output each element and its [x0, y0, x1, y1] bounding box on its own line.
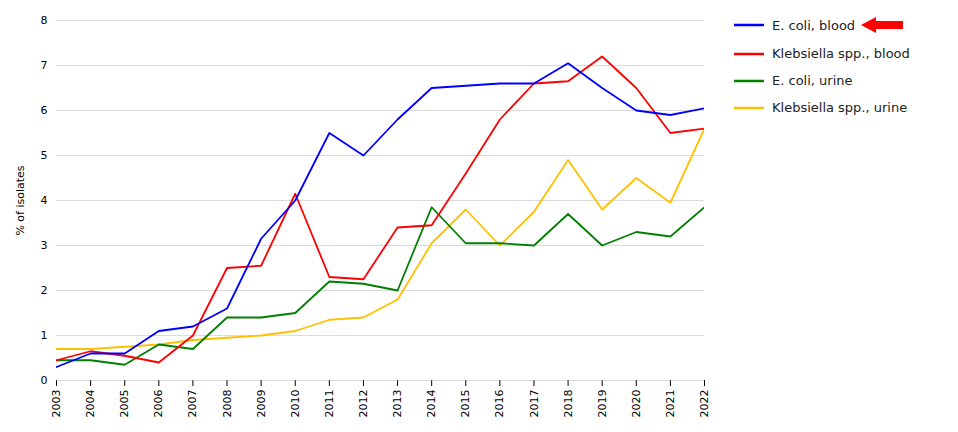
- svg-text:2005: 2005: [118, 390, 131, 418]
- svg-text:1: 1: [41, 329, 48, 342]
- svg-text:7: 7: [41, 59, 48, 72]
- svg-text:8: 8: [41, 14, 48, 27]
- svg-text:2004: 2004: [84, 390, 97, 418]
- svg-text:2017: 2017: [527, 390, 540, 418]
- svg-text:5: 5: [41, 149, 48, 162]
- html-text:Klebsiella spp., urine: Klebsiella spp., urine: [772, 100, 908, 115]
- svg-text:2020: 2020: [630, 390, 643, 418]
- svg-text:2: 2: [41, 284, 48, 297]
- svg-text:2021: 2021: [664, 390, 677, 418]
- svg-text:2008: 2008: [221, 390, 234, 418]
- svg-text:2003: 2003: [50, 390, 63, 418]
- svg-text:2010: 2010: [289, 390, 302, 418]
- html-text:Klebsiella spp., blood: Klebsiella spp., blood: [772, 46, 910, 61]
- svg-text:2016: 2016: [493, 390, 506, 418]
- svg-text:2019: 2019: [596, 390, 609, 418]
- svg-text:2006: 2006: [152, 390, 165, 418]
- svg-text:4: 4: [41, 194, 48, 207]
- svg-text:2012: 2012: [357, 390, 370, 418]
- svg-text:2013: 2013: [391, 390, 404, 418]
- svg-text:2007: 2007: [186, 390, 199, 418]
- svg-text:0: 0: [41, 374, 48, 387]
- svg-text:3: 3: [41, 239, 48, 252]
- svg-text:2011: 2011: [323, 390, 336, 418]
- svg-text:2009: 2009: [255, 390, 268, 418]
- svg-text:6: 6: [41, 104, 48, 117]
- svg-text:2022: 2022: [698, 390, 711, 418]
- svg-text:2018: 2018: [562, 390, 575, 418]
- svg-text:2015: 2015: [459, 390, 472, 418]
- html-text:E. coli, blood: E. coli, blood: [772, 17, 856, 33]
- svg-text:2014: 2014: [425, 390, 438, 418]
- html-text:E. coli, urine: E. coli, urine: [772, 73, 853, 88]
- svg-text:% of isolates: % of isolates: [14, 165, 27, 235]
